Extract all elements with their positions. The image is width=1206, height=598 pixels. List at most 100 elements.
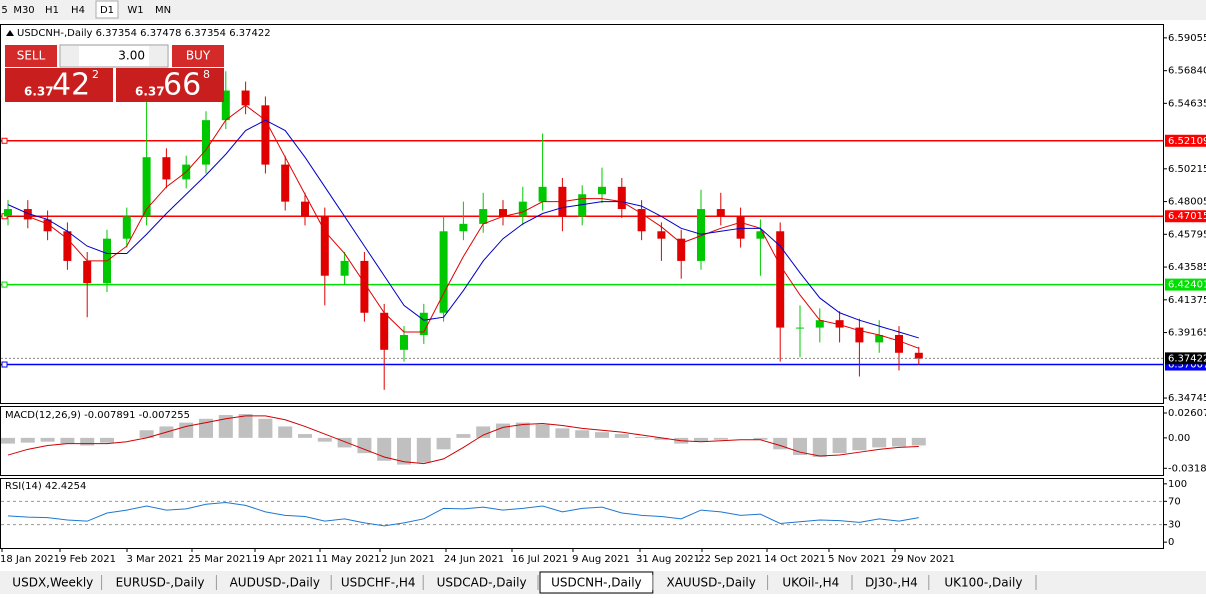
sell-button[interactable] xyxy=(5,45,57,67)
timeframe-label[interactable]: W1 xyxy=(127,5,143,16)
timeframe-label[interactable]: H4 xyxy=(71,5,85,16)
bid-box[interactable] xyxy=(5,68,113,102)
tab[interactable] xyxy=(769,574,852,592)
macd-bar xyxy=(40,437,55,442)
macd-bar xyxy=(139,430,154,438)
y-tick-label: 30 xyxy=(1168,520,1181,531)
timeframe-button[interactable] xyxy=(0,1,9,18)
timeframe-label[interactable]: D1 xyxy=(100,5,114,16)
x-tick-label: 2 Jun 2021 xyxy=(381,554,435,565)
rsi-title: RSI(14) 42.4254 xyxy=(5,481,86,492)
tab[interactable] xyxy=(4,574,102,592)
info-arrow xyxy=(6,30,14,36)
candle-body xyxy=(598,186,606,195)
tab-label[interactable]: USDCAD-,Daily xyxy=(437,576,527,590)
macd-bar xyxy=(397,437,411,465)
buy-label[interactable]: BUY xyxy=(186,49,211,63)
candle-body xyxy=(162,157,171,180)
macd-bar xyxy=(753,437,768,440)
candle-body xyxy=(63,231,72,261)
candle-body xyxy=(578,194,587,217)
candle-body xyxy=(617,186,626,210)
macd-bar xyxy=(416,437,431,463)
candle-body xyxy=(518,201,527,217)
timeframe-button[interactable] xyxy=(95,0,119,19)
timeframe-button[interactable] xyxy=(66,1,90,18)
macd-bar xyxy=(694,437,708,442)
candle-body xyxy=(320,216,329,276)
lots-value[interactable]: 3.00 xyxy=(118,49,145,63)
tab[interactable] xyxy=(103,574,217,592)
candle-body xyxy=(499,209,507,217)
tab[interactable] xyxy=(333,574,424,592)
macd-bar xyxy=(20,437,35,443)
macd-bar xyxy=(535,424,550,438)
timeframe-label[interactable]: M30 xyxy=(13,5,34,16)
toolbar-bg xyxy=(0,0,1206,20)
tab-label[interactable]: DJ30-,H4 xyxy=(865,576,918,590)
tab[interactable] xyxy=(425,574,538,592)
macd-bar xyxy=(812,437,827,457)
tab-label[interactable]: AUDUSD-,Daily xyxy=(230,576,320,590)
macd-bar xyxy=(80,437,95,446)
level-label: 6.42401 xyxy=(1168,280,1206,291)
symbol-info: USDCNH-,Daily 6.37354 6.37478 6.37354 6.… xyxy=(17,28,271,39)
tab[interactable] xyxy=(218,574,332,592)
candle-body xyxy=(914,352,923,359)
macd-bar xyxy=(179,422,194,438)
tab[interactable] xyxy=(654,574,768,592)
x-tick-label: 9 Feb 2021 xyxy=(60,554,116,565)
timeframe-button[interactable] xyxy=(123,1,148,18)
x-tick-label: 9 Aug 2021 xyxy=(572,554,630,565)
macd-bar xyxy=(634,436,649,438)
candle-body xyxy=(439,231,448,313)
candle-body xyxy=(895,334,903,353)
candle-body xyxy=(43,219,52,232)
tab-label[interactable]: UKOil-,H4 xyxy=(782,576,839,590)
tab-label[interactable]: XAUUSD-,Daily xyxy=(667,576,756,590)
candle-body xyxy=(221,90,230,121)
tab[interactable] xyxy=(930,574,1036,592)
sell-label[interactable]: SELL xyxy=(17,49,46,63)
ask-big: 6.37 xyxy=(135,85,165,99)
timeframe-label[interactable]: H1 xyxy=(45,5,59,16)
lots-box[interactable] xyxy=(59,44,169,68)
x-tick-label: 3 Mar 2021 xyxy=(126,554,183,565)
timeframe-label[interactable]: 5 xyxy=(1,5,7,16)
macd-bar xyxy=(575,430,590,438)
moving-average xyxy=(8,104,919,349)
tab-label[interactable]: USDCHF-,H4 xyxy=(341,576,416,590)
tab-label[interactable]: UK100-,Daily xyxy=(944,576,1022,590)
macd-signal xyxy=(7,415,919,465)
buy-button[interactable] xyxy=(172,45,224,67)
x-tick-label: 25 Mar 2021 xyxy=(188,554,251,565)
tab-label[interactable]: USDX,Weekly xyxy=(12,576,93,590)
x-tick-label: 24 Jun 2021 xyxy=(444,554,504,565)
candle-body xyxy=(459,223,468,232)
lots-up[interactable] xyxy=(149,46,167,66)
candle-body xyxy=(538,186,547,202)
timeframe-button[interactable] xyxy=(10,1,38,18)
tab-label[interactable]: USDCNH-,Daily xyxy=(551,576,642,590)
candle-body xyxy=(83,260,92,284)
ask-box[interactable] xyxy=(116,68,224,102)
candle-body xyxy=(281,164,290,202)
candle-body xyxy=(756,231,765,239)
timeframe-button[interactable] xyxy=(152,1,174,18)
tab[interactable] xyxy=(854,574,929,592)
tab-label[interactable]: EURUSD-,Daily xyxy=(116,576,205,590)
moving-average xyxy=(7,119,919,339)
lots-down[interactable] xyxy=(61,46,79,66)
rsi-panel xyxy=(0,478,1164,549)
level-handle xyxy=(1,361,8,368)
macd-bar xyxy=(852,437,867,451)
macd-title: MACD(12,26,9) -0.007891 -0.007255 xyxy=(5,410,190,421)
candle-body xyxy=(23,209,32,220)
timeframe-label[interactable]: MN xyxy=(155,5,171,16)
y-tick-label: 70 xyxy=(1168,496,1181,507)
macd-bar xyxy=(298,434,312,438)
macd-bar xyxy=(911,437,926,446)
timeframe-button[interactable] xyxy=(41,1,63,18)
